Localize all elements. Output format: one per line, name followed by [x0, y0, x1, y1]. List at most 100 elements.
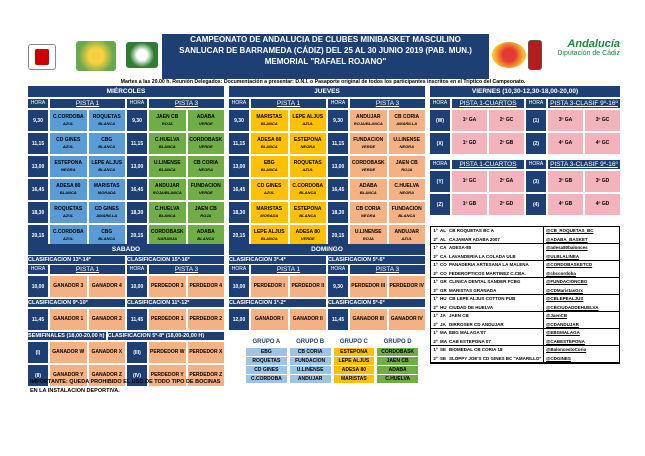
- match-row: (II) GANADOR Y GANADOR Z (IV) PERDEDOR Y PERD…: [28, 365, 224, 386]
- kit-color: BLANCA: [59, 189, 77, 195]
- section-label: CLASIFICACION 5º-6º: [328, 299, 425, 307]
- match-team: CORDOBASK VERDE: [350, 156, 387, 177]
- club-social-link[interactable]: @ADABA_BASKET: [543, 235, 619, 243]
- match-team: CD GINES AZUL: [50, 133, 87, 154]
- andalucia-logo: Andalucía Diputación de Cádiz: [557, 38, 620, 57]
- match-time: 9,30: [127, 110, 147, 131]
- club-social-link[interactable]: @adesa80balonces: [543, 244, 619, 253]
- match-time: (III): [127, 342, 147, 363]
- match-team: 1º GA: [452, 110, 487, 131]
- club-social-link[interactable]: @EBGMALAGA: [543, 329, 619, 338]
- match-time: 20,15: [127, 225, 147, 246]
- kit-color: AZUL: [62, 212, 74, 218]
- kit-color: BLANCA: [158, 143, 176, 149]
- match-team: ESTEPONA NEGRA: [289, 133, 326, 154]
- club-logo-2: [76, 41, 116, 71]
- club-social-link[interactable]: @CDGINES: [543, 354, 619, 362]
- hora-label: HORA: [430, 99, 450, 108]
- match-team: PERDEDOR IV: [388, 276, 425, 297]
- match-team: PERDEDOR I: [251, 276, 288, 297]
- group-team: C.CORDOBA: [246, 375, 287, 383]
- match-row: 12,00 GANADOR I GANADOR II 11,45 GANADOR III…: [229, 309, 425, 330]
- kit-color: ROJA: [362, 235, 374, 241]
- kit-color: AZUL: [62, 120, 74, 126]
- kit-color: AZUL: [401, 235, 413, 241]
- match-team: CBG BLANCA: [88, 225, 125, 246]
- club-row: 1º AL CB ROQUETAS BC A @CB_ROQUETAS_BC: [431, 227, 619, 236]
- club-social-link[interactable]: @CDANDUJAR: [543, 320, 619, 328]
- pista-label: PISTA 1: [251, 99, 326, 108]
- match-team: CBG BLANCA: [88, 133, 125, 154]
- match-team: ADABA BLANCA: [187, 225, 224, 246]
- match-row: 10,00 PERDEDOR I PERDEDOR II 9,30 PERDEDOR I…: [229, 276, 425, 297]
- kit-color: ROJA/BLANCA: [152, 189, 182, 195]
- match-row: 13,00 ESTEPONA NEGRA LEPE ALJUS BLANCA 13,00 U…: [28, 156, 224, 177]
- match-row: 11,45 GANADOR 1 GANADOR 2 11,45 PERDEDOR 1 PE…: [28, 309, 224, 330]
- title-line-1: CAMPEONATO DE ANDALUCIA DE CLUBES MINIBA…: [190, 35, 461, 44]
- club-social-link[interactable]: @CBLEPEALJUS: [543, 295, 619, 304]
- kit-color: VERDE: [198, 143, 213, 149]
- group-team: CD GINES: [246, 366, 287, 374]
- group-team: MARISTAS: [333, 375, 375, 383]
- match-team: C.HUELVA NEGRA: [388, 179, 425, 200]
- match-time: 11,45: [127, 309, 147, 330]
- match-time: 18,30: [328, 202, 348, 223]
- match-team: MARISTAS MORADA: [88, 179, 125, 200]
- club-social-link[interactable]: @CB_ROQUETAS_BC: [543, 227, 619, 236]
- group-team: C.HUELVA: [377, 375, 418, 383]
- day-header: JUEVES: [229, 86, 425, 97]
- club-social-link[interactable]: @CBCIUDADDEHUELVA: [543, 303, 619, 311]
- kit-color: VERDE: [361, 143, 376, 149]
- match-team: CD GINES AZUL: [251, 179, 288, 200]
- kit-color: NEGRA: [399, 189, 414, 195]
- club-row: 2º MA CAB ESTEPONA 07 @CABESTEPONA: [431, 337, 619, 346]
- match-team: FUNDACION BLANCA: [388, 202, 425, 223]
- club-social-link[interactable]: @BaloncestoCoria: [543, 346, 619, 355]
- footer-warning: IMPORTANTE: QUEDA PROHIBIDO EL USO DE TO…: [30, 379, 221, 394]
- match-team: U.LINENSE NEGRA: [388, 133, 425, 154]
- club-social-link[interactable]: @cbccordoba: [543, 269, 619, 277]
- match-row: 9,30 C.CORDOBA AZUL ROQUETAS BLANCA 9,30 JAEN …: [28, 110, 224, 131]
- club-row: 1º MA EBG MÁLAGA'07 @EBGMALAGA: [431, 329, 619, 338]
- match-team: ADESA 80 BLANCA: [251, 133, 288, 154]
- club-social-link[interactable]: @CDMaristasGrx: [543, 286, 619, 294]
- club-social-link[interactable]: @CABESTEPONA: [543, 337, 619, 345]
- match-row: 13,00 EBG BLANCA ROQUETAS AZUL 13,00 CORDOBASK…: [229, 156, 425, 177]
- match-time: 11,15: [28, 133, 48, 154]
- group-header: GRUPO B: [296, 339, 325, 346]
- title-line-2: SANLUCAR DE BARRAMEDA (CÁDIZ) DEL 25 AL …: [179, 46, 472, 55]
- match-team: CB CORIA NEGRA: [187, 156, 224, 177]
- section-label: CLASIFICACION 15º-16º: [127, 256, 224, 264]
- match-row: 20,15 LEPE ALJUS BLANCA ADESA 80 VERDE 20,15 U…: [229, 225, 425, 246]
- hora-label: HORA: [28, 99, 48, 108]
- pista-label: PISTA 1: [50, 265, 125, 274]
- match-team: 2º GA: [489, 171, 524, 192]
- match-team: 2º GC: [489, 110, 524, 131]
- match-team: ROQUETAS AZUL: [289, 156, 326, 177]
- match-team: 3º GD: [585, 171, 620, 192]
- match-team: GANADOR 2: [88, 309, 125, 330]
- kit-color: BLANCA: [158, 166, 176, 172]
- match-team: PERDEDOR III: [350, 276, 387, 297]
- section-label: SEMIFINALES (18,00-20,00 h): [28, 332, 106, 340]
- match-team: C.CORDOBA BLANCA: [289, 179, 326, 200]
- miercoles-block: MIÉRCOLES HORA PISTA 1 HORA PISTA 3 9,30 C.C…: [28, 86, 224, 248]
- club-social-link[interactable]: @CORDOBASKETCD: [543, 261, 619, 270]
- pista-label: PISTA 3: [149, 99, 224, 108]
- sponsor-logo: [492, 42, 526, 68]
- club-social-link[interactable]: @JaenCB: [543, 312, 619, 321]
- club-row: 2º HU CIUDAD DE HUELVA @CBCIUDADDEHUELVA: [431, 303, 619, 312]
- club-social-link[interactable]: @FUNDACIONCBG: [543, 278, 619, 287]
- city-crest-logo: [528, 40, 542, 70]
- club-row: 2º CO FEDEROPTICOS MARTINEZ C.CBA. @cbccord…: [431, 269, 619, 278]
- match-row: 16,45 ADESA 80 BLANCA MARISTAS MORADA 16,45 AN…: [28, 179, 224, 200]
- kit-color: BLANCA: [98, 235, 116, 241]
- club-row: 2º CA LAVANDERIA LA COLADA ULB @ULBLALINEA: [431, 252, 619, 261]
- group-team: ESTEPONA: [333, 348, 375, 356]
- match-team: U.LINENSE ROJA: [350, 225, 387, 246]
- match-team: 4º GA: [548, 133, 583, 154]
- match-time: 9,30: [328, 276, 348, 297]
- club-social-link[interactable]: @ULBLALINEA: [543, 252, 619, 260]
- club-row: 1º SE BIOMEDAL CB CORIA 18 @BaloncestoCoria: [431, 346, 619, 355]
- match-time: (W): [430, 110, 450, 131]
